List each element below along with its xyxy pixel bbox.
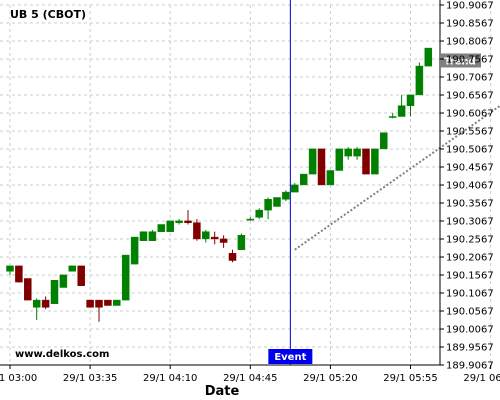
- candle-up: [130, 236, 139, 265]
- candle-down: [15, 265, 23, 283]
- candle-down: [193, 222, 201, 240]
- candle-up: [32, 299, 41, 308]
- y-tick-label: 190.9067: [446, 1, 494, 12]
- candle-up: [344, 148, 352, 157]
- x-tick-label: 29/1 04:45: [223, 373, 277, 384]
- y-tick-label: 190.6067: [446, 109, 494, 120]
- candle-up: [388, 116, 397, 118]
- x-tick-label: 29/1 05:20: [303, 373, 357, 384]
- candles: [6, 47, 433, 322]
- candle-up: [299, 173, 308, 186]
- event-label-background: [268, 349, 313, 364]
- y-tick-label: 190.1567: [446, 271, 494, 282]
- candle-up: [166, 220, 174, 232]
- candle-down: [219, 238, 228, 243]
- y-tick-label: 190.3067: [446, 217, 494, 228]
- candle-down: [41, 299, 50, 308]
- watermark: www.delkos.com: [15, 349, 109, 360]
- candle-down: [86, 299, 94, 308]
- candle-down: [317, 148, 326, 186]
- candle-up: [237, 235, 246, 250]
- event-marker-group: Event: [268, 0, 313, 365]
- candle-up: [415, 65, 424, 96]
- y-tick-label: 190.5067: [446, 145, 494, 156]
- candle-up: [273, 197, 281, 207]
- y-tick-label: 190.0067: [446, 325, 494, 336]
- x-tick-label: 29/1 04:10: [143, 373, 197, 384]
- x-tick-label: 29/1 03:00: [0, 373, 37, 384]
- trend-line-group: Trend: [294, 53, 500, 251]
- candle-up: [202, 231, 210, 240]
- grid-lines: [0, 4, 492, 366]
- candle-up: [308, 148, 317, 175]
- x-tick-label: 29/1 03:35: [63, 373, 117, 384]
- y-tick-label: 190.1067: [446, 289, 494, 300]
- candle-up: [255, 209, 263, 218]
- trend-label: Trend: [444, 56, 476, 67]
- candle-down: [24, 278, 32, 301]
- y-tick-label: 190.7567: [446, 55, 494, 66]
- y-tick-label: 190.0567: [446, 307, 494, 318]
- candle-up: [335, 148, 344, 171]
- candle-up: [175, 220, 183, 223]
- y-tick-label: 190.2067: [446, 253, 494, 264]
- candle-up: [282, 191, 290, 200]
- candle-down: [362, 148, 370, 175]
- candle-up: [139, 231, 148, 241]
- candle-up: [59, 274, 68, 288]
- candle-down: [228, 253, 237, 261]
- trend-label-background: [441, 53, 481, 68]
- y-tick-label: 189.9567: [446, 343, 494, 354]
- chart-text: UB 5 (CBOT) www.delkos.com Date: [10, 8, 239, 399]
- y-tick-label: 190.2567: [446, 235, 494, 246]
- y-tick-label: 190.5567: [446, 127, 494, 138]
- candle-up: [113, 299, 121, 306]
- x-tick-label: 29/1 06:30: [463, 373, 500, 384]
- candle-up: [380, 132, 388, 150]
- candle-up: [291, 184, 299, 193]
- x-axis-label: Date: [205, 384, 240, 399]
- candle-up: [68, 265, 77, 272]
- y-tick-label: 190.4567: [446, 163, 494, 174]
- y-tick-label: 190.7067: [446, 73, 494, 84]
- candle-down: [184, 220, 192, 223]
- y-tick-label: 190.8567: [446, 19, 494, 30]
- candle-up: [371, 148, 379, 175]
- y-tick-label: 190.3567: [446, 199, 494, 210]
- candle-up: [50, 280, 59, 304]
- candle-down: [95, 299, 103, 308]
- y-tick-label: 190.4067: [446, 181, 494, 192]
- axes: 189.9067 189.9567 190.0067 190.0567 190.1067…: [0, 0, 500, 384]
- event-label: Event: [274, 352, 306, 363]
- candle-up: [326, 170, 335, 186]
- candle-up: [397, 105, 406, 117]
- candle-up: [424, 47, 433, 67]
- candle-down: [77, 265, 85, 286]
- y-tick-label: 190.6567: [446, 91, 494, 102]
- candle-down: [104, 299, 112, 306]
- x-tick-label: 29/1 05:55: [383, 373, 437, 384]
- candle-up: [6, 265, 14, 272]
- candle-up: [353, 148, 361, 157]
- candle-up: [121, 254, 130, 301]
- candle-down: [210, 236, 219, 240]
- candle-up: [157, 224, 166, 232]
- candle-up: [264, 199, 272, 211]
- y-tick-label: 190.8067: [446, 37, 494, 48]
- chart-title: UB 5 (CBOT): [10, 8, 86, 21]
- candle-up: [246, 218, 255, 221]
- candle-up: [406, 94, 415, 106]
- y-tick-label: 189.9067: [446, 361, 494, 372]
- candle-up: [148, 231, 157, 241]
